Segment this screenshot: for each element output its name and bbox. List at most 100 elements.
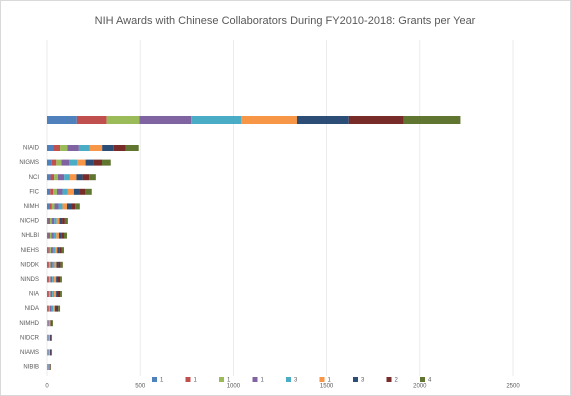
bar-segment	[48, 291, 50, 297]
legend-swatch	[252, 377, 258, 382]
bar-segment	[56, 159, 62, 166]
y-tick-label: NIDA	[25, 306, 39, 312]
bar-segment	[47, 188, 51, 195]
bar-segment	[49, 349, 51, 356]
bar-segment	[51, 218, 55, 224]
x-tick-label: 1500	[320, 384, 334, 390]
bar-segment	[79, 188, 86, 195]
legend-label: 4	[428, 378, 432, 384]
bar-segment	[54, 218, 57, 224]
bar-segment	[67, 145, 79, 151]
legend-label: 1	[328, 378, 332, 384]
bar-segment	[63, 232, 67, 239]
bar-segment	[62, 203, 67, 210]
bar-segment	[54, 203, 59, 210]
bar-segment	[48, 276, 50, 283]
bar-segment	[47, 305, 48, 312]
bar-segment	[51, 349, 53, 356]
bar-segment	[47, 247, 49, 254]
bar-segment	[54, 174, 58, 181]
bar-segment	[47, 159, 52, 166]
legend-swatch	[219, 377, 224, 382]
x-tick-label: 2500	[506, 384, 520, 390]
y-tick-label: NIA	[29, 292, 39, 298]
bar-segment	[78, 145, 90, 151]
bar-segment	[48, 247, 50, 254]
bar-segment	[50, 334, 52, 341]
bar-segment	[56, 232, 59, 239]
bar-segment	[47, 116, 77, 124]
bar-segment	[241, 116, 297, 124]
bar-segment	[61, 232, 64, 239]
bar-segment	[49, 305, 52, 312]
bar-segment	[49, 364, 50, 370]
bar-segment	[51, 203, 55, 210]
legend-swatch	[185, 377, 191, 382]
x-tick-label: 0	[45, 384, 49, 390]
bar-segment	[49, 334, 50, 341]
bar-segment	[51, 159, 57, 166]
bar-segment	[49, 364, 51, 370]
y-tick-label: NICHD	[20, 219, 40, 225]
bar-segment	[48, 305, 50, 312]
bar-segment	[52, 247, 56, 254]
bar-segment	[49, 218, 52, 224]
bar-segment	[49, 232, 52, 239]
bar-segment	[82, 174, 90, 181]
bar-segment	[69, 159, 78, 166]
legend-label: 3	[294, 378, 298, 384]
bar-segment	[50, 291, 53, 297]
bar-segment	[56, 261, 59, 268]
bar-segment	[60, 291, 62, 297]
bar-segment	[106, 116, 140, 124]
bar-segment	[48, 349, 49, 356]
legend-swatch	[386, 377, 392, 382]
bar-segment	[101, 159, 111, 166]
bar-segment	[52, 261, 55, 268]
legend-swatch	[353, 377, 358, 382]
bar-segment	[48, 334, 49, 341]
bar-segment	[55, 247, 58, 254]
bar-segment	[47, 145, 54, 151]
bar-segment	[75, 203, 80, 210]
bar-segment	[77, 159, 86, 166]
bar-segment	[47, 174, 51, 181]
bar-segment	[49, 291, 51, 297]
bar-segment	[58, 232, 62, 239]
bar-segment	[47, 320, 49, 327]
chart-title: NIH Awards with Chinese Collaborators Du…	[95, 15, 476, 27]
bar-segment	[54, 261, 57, 268]
legend-label: 1	[261, 378, 265, 384]
bar-segment	[58, 261, 61, 268]
bar-segment	[57, 247, 60, 254]
bar-segment	[76, 174, 83, 181]
legend-swatch	[319, 377, 325, 382]
bar-segment	[47, 261, 49, 268]
bar-segment	[61, 159, 70, 166]
bar-segment	[67, 188, 74, 195]
bar-segment	[48, 232, 50, 239]
bar-segment	[60, 145, 68, 151]
bar-segment	[49, 349, 50, 356]
bar-segment	[50, 261, 53, 268]
bar-segment	[49, 334, 51, 341]
bar-segment	[62, 218, 65, 224]
bar-segment	[49, 247, 51, 254]
bar-segment	[51, 232, 54, 239]
bar-segment	[48, 218, 50, 224]
y-tick-label: NHLBI	[21, 233, 39, 239]
legend-label: 1	[227, 378, 231, 384]
bar-segment	[56, 218, 60, 224]
y-tick-label: NIDDK	[20, 262, 39, 268]
bar-segment	[54, 276, 57, 283]
bar-segment	[348, 116, 404, 124]
bar-segment	[53, 305, 55, 312]
bar-segment	[47, 291, 49, 297]
y-tick-label: NIDCR	[20, 335, 40, 341]
bar-segment	[296, 116, 349, 124]
bar-segment	[60, 276, 62, 283]
bar-segment	[403, 116, 461, 124]
bar-segment	[52, 291, 55, 297]
bar-segment	[51, 320, 53, 327]
